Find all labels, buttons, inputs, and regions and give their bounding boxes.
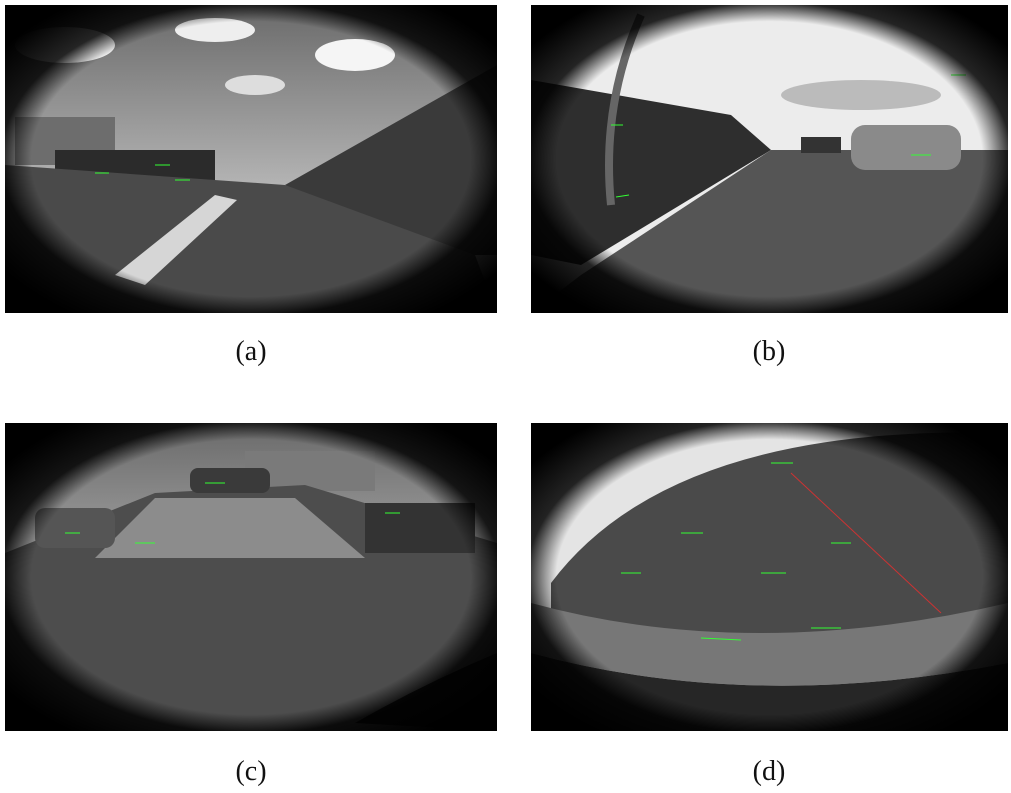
- image-d: [531, 423, 1008, 731]
- caption: (a): [5, 336, 497, 368]
- image-b: [531, 5, 1008, 313]
- caption: (b): [523, 336, 1011, 368]
- image-a: [5, 5, 497, 313]
- caption: (c): [5, 756, 497, 788]
- image-c: [5, 423, 497, 731]
- figure: (a) (b) (c) (d) (() => { const data = JS…: [0, 0, 1011, 793]
- caption: (d): [523, 756, 1011, 788]
